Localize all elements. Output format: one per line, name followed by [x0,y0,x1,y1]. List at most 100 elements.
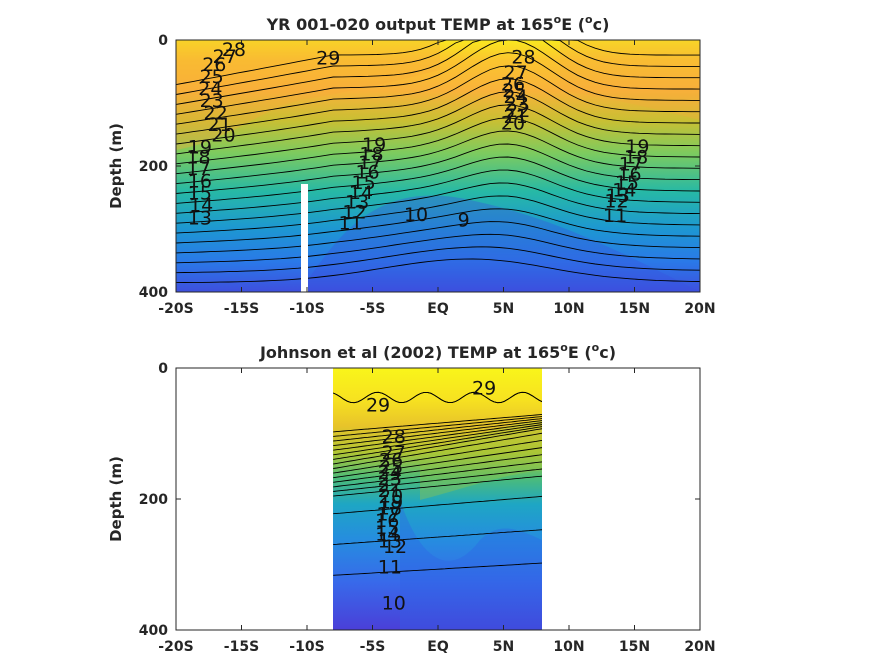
contour-label: 26 [501,73,525,95]
contour-label: 18 [186,147,210,169]
contour-label: 22 [506,100,530,122]
contour-line [176,65,700,135]
y-tick-label: 400 [139,285,168,301]
panel-2-contours [333,391,542,576]
contour-line [176,40,700,115]
contour-line [333,454,542,483]
contour-label: 28 [511,46,535,68]
contour-line [333,439,542,474]
contour-label: 13 [345,191,369,213]
panel-2-title: Johnson et al (2002) TEMP at 165oE (oc) [259,341,616,362]
contour-line [333,414,542,433]
panel-1-title: YR 001-020 output TEMP at 165oE (oc) [266,13,610,34]
contour-line [333,529,542,545]
panel-1-x-ticks: -20S -15S -10S -5S EQ 5N 10N 15N 20N [158,40,716,317]
contour-label: 27 [382,442,406,464]
contour-label: 27 [504,62,528,84]
contour-label: 22 [378,474,402,496]
panel-1-cold-dome [300,195,700,292]
contour-line [176,40,700,105]
contour-label: 19 [379,492,403,514]
contour-line [176,208,700,244]
contour-line [176,258,700,284]
contour-line [176,40,700,95]
contour-label: 16 [355,162,379,184]
x-tick-label: -20S [158,301,193,317]
panel-2-title-main: Johnson et al (2002) TEMP at 165 [259,343,560,362]
x-tick-label: -15S [224,639,259,655]
x-tick-label: 15N [619,301,650,317]
panel-2-thermocline-tilt [420,420,542,500]
contour-label: 12 [604,191,628,213]
contour-label: 21 [207,114,231,136]
contour-label: 28 [382,426,406,448]
contour-label: 23 [505,93,529,115]
contour-label: 20 [211,125,235,147]
x-tick-label: EQ [427,639,449,655]
x-tick-label: -10S [289,639,324,655]
contour-label: 28 [222,39,246,61]
panel-2-x-ticks: -20S -15S -10S -5S EQ 5N 10N 15N 20N [158,368,716,655]
x-tick-label: -20S [158,639,193,655]
contour-label: 19 [362,134,386,156]
panel-2-title-tail: E ( [568,343,592,362]
contour-line [176,104,700,165]
panel-1-title-degree: o [554,13,562,26]
contour-label: 18 [359,143,383,165]
contour-label: 25 [379,456,403,478]
contour-label: 14 [189,194,213,216]
contour-line [333,428,542,465]
contour-line [333,495,542,515]
y-tick-label: 400 [139,623,168,639]
contour-label: 15 [615,172,639,194]
contour-line [176,91,700,155]
x-tick-label: -5S [360,639,386,655]
contour-label: 19 [625,136,649,158]
contour-label: 25 [200,66,224,88]
panel-1-warm-shoulder-left [176,40,440,150]
panel-1-field [176,40,700,292]
contour-line [333,420,542,447]
contour-line [176,195,700,234]
contour-line [333,475,542,497]
contour-label: 17 [376,503,400,525]
contour-line [333,562,542,576]
contour-label: 11 [338,213,362,235]
contour-label: 23 [200,90,224,112]
contour-line [176,117,700,175]
contour-line [333,461,542,488]
contour-line [176,52,700,125]
x-tick-label: 10N [553,301,584,317]
panel-2-title-degree: o [560,341,568,354]
y-tick-label: 0 [158,33,168,49]
contour-label: 29 [316,48,340,70]
contour-label: 12 [383,536,407,558]
x-tick-label: -5S [360,301,386,317]
panel-2-contour-labels: 29 29 282726252423222120191817161514131211… [366,378,496,615]
contour-label: 21 [504,106,528,128]
x-tick-label: 5N [493,639,514,655]
contour-label: 16 [188,170,212,192]
y-tick-label: 0 [158,361,168,377]
contour-label: 25 [502,80,526,102]
contour-line [333,468,542,492]
contour-line [333,432,542,469]
contour-line [333,424,542,456]
panel-1: YR 001-020 output TEMP at 165oE (oc) -20… [107,13,716,317]
panel-1-y-axis-label: Depth (m) [107,123,125,209]
contour-label: 13 [188,208,212,230]
x-tick-label: EQ [427,301,449,317]
contour-label: 14 [612,179,636,201]
contour-line [333,426,542,460]
contour-label: 15 [188,182,212,204]
contour-label: 24 [504,86,528,108]
contour-label: 16 [375,510,399,532]
contour-line [333,416,542,437]
panel-1-title-unit: c) [593,15,610,34]
contour-label: 12 [342,201,366,223]
contour-label: 24 [378,462,402,484]
contour-label: 26 [379,450,403,472]
contour-label: 9 [458,210,470,232]
